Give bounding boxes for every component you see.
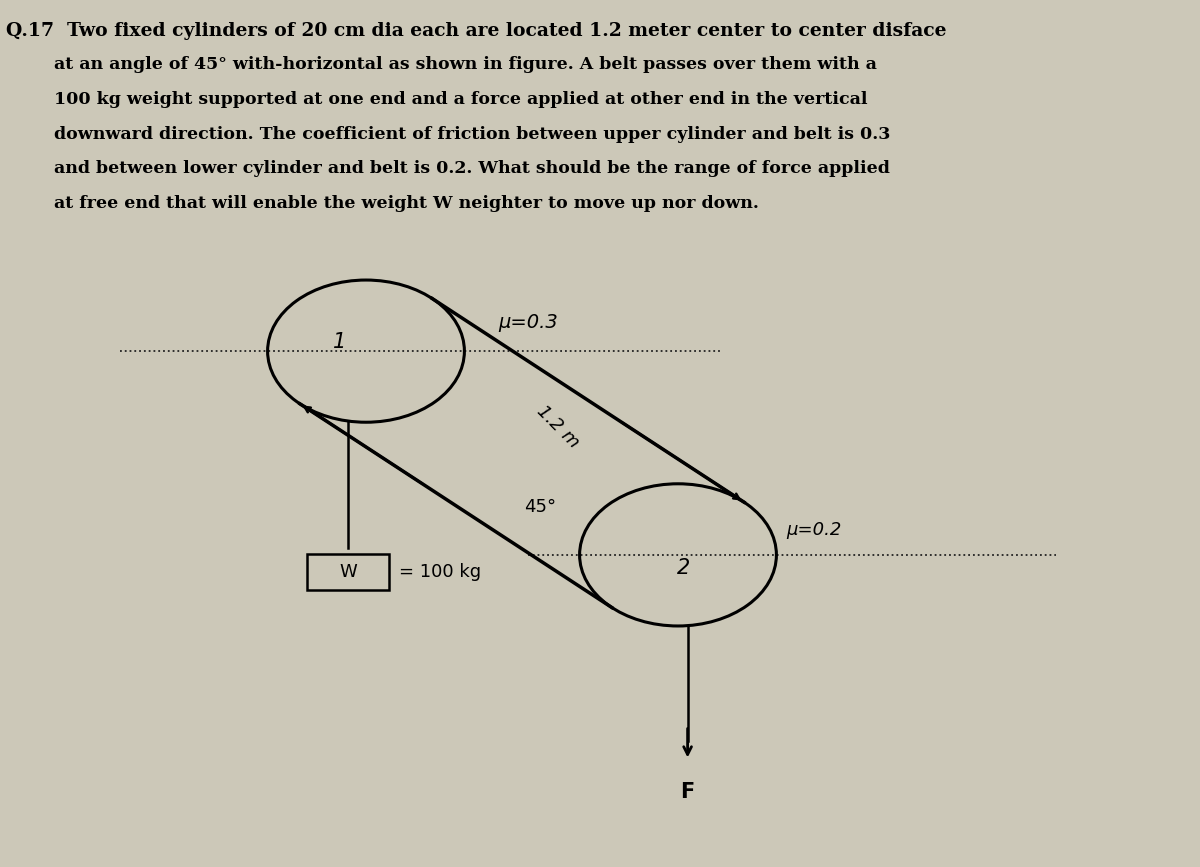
Text: F: F [680,782,695,802]
Bar [307,554,389,590]
Text: at free end that will enable the weight W neighter to move up nor down.: at free end that will enable the weight … [6,195,758,212]
Text: 45°: 45° [524,499,556,516]
Text: 100 kg weight supported at one end and a force applied at other end in the verti: 100 kg weight supported at one end and a… [6,91,868,108]
Text: = 100 kg: = 100 kg [398,564,481,581]
Text: μ=0.2: μ=0.2 [786,521,841,539]
Text: at an angle of 45° with-horizontal as shown in figure. A belt passes over them w: at an angle of 45° with-horizontal as sh… [6,56,877,74]
Text: and between lower cylinder and belt is 0.2. What should be the range of force ap: and between lower cylinder and belt is 0… [6,160,890,178]
Text: W: W [340,564,358,581]
Text: 2: 2 [677,557,691,578]
Text: 1: 1 [332,332,347,353]
Text: downward direction. The coefficient of friction between upper cylinder and belt : downward direction. The coefficient of f… [6,126,890,143]
Text: μ=0.3: μ=0.3 [498,313,558,332]
Text: Q.17  Two fixed cylinders of 20 cm dia each are located 1.2 meter center to cent: Q.17 Two fixed cylinders of 20 cm dia ea… [6,22,947,40]
Text: 1.2 m: 1.2 m [533,402,583,452]
